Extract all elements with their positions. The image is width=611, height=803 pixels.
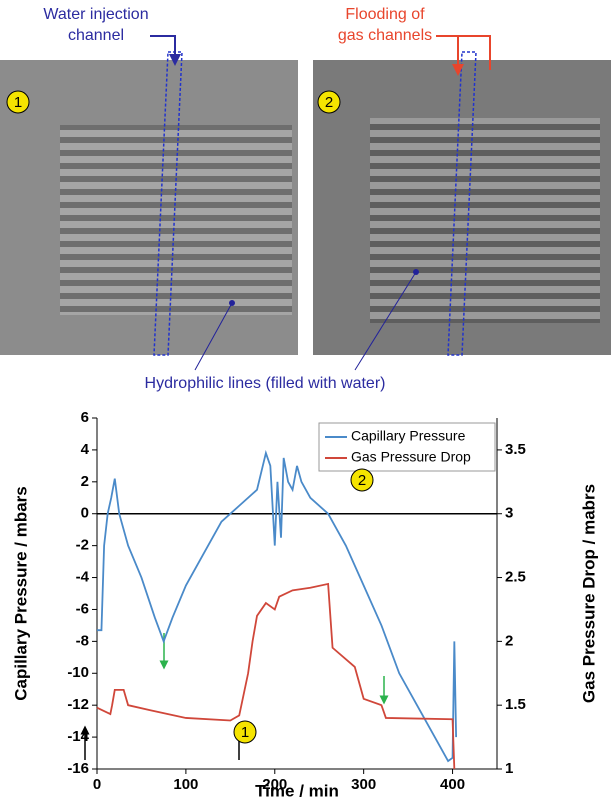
panel-label: 2 — [325, 94, 333, 111]
water-label: Water injection — [43, 6, 148, 23]
y-tick-label: 6 — [81, 409, 89, 426]
y-tick-label: 4 — [81, 441, 90, 458]
data-line — [96, 582, 456, 770]
x-axis-label: Time / min — [255, 781, 339, 800]
y-tick-label: -12 — [67, 696, 89, 713]
y-tick-label: 2 — [81, 473, 89, 490]
y-tick-label: -4 — [76, 569, 90, 586]
annotation: 2 — [358, 472, 366, 489]
y-tick-label: -6 — [76, 600, 89, 617]
y2-tick-label: 2 — [505, 632, 513, 649]
y-tick-label: -14 — [67, 728, 89, 745]
legend-label: Capillary Pressure — [351, 428, 466, 444]
image-panel-1: 1 — [0, 51, 298, 356]
legend-label: Gas Pressure Drop — [351, 449, 471, 465]
y-axis-label: Capillary Pressure / mbars — [11, 486, 30, 701]
data-line — [97, 449, 458, 763]
y-tick-label: -16 — [67, 760, 89, 777]
flooding-label: Flooding of — [345, 6, 425, 23]
y2-tick-label: 2.5 — [505, 569, 526, 586]
x-tick-label: 0 — [93, 776, 101, 793]
y-tick-label: -8 — [76, 632, 89, 649]
hydrophilic-label: Hydrophilic lines (filled with water) — [145, 375, 386, 392]
y-tick-label: 0 — [81, 505, 89, 522]
annotation: 1 — [241, 724, 249, 741]
y-tick-label: -10 — [67, 664, 89, 681]
annotation-circle — [233, 720, 257, 744]
legend-box — [318, 422, 496, 472]
x-tick-label: 300 — [351, 776, 376, 793]
image-panel-2: 2 — [313, 51, 611, 356]
y2-tick-label: 3.5 — [505, 441, 526, 458]
y2-tick-label: 1 — [505, 760, 513, 777]
annotation-circle — [350, 468, 374, 492]
water-label: channel — [68, 27, 124, 44]
y-tick-label: -2 — [76, 537, 89, 554]
x-tick-label: 100 — [173, 776, 198, 793]
panel-label: 1 — [14, 94, 22, 111]
x-tick-label: 400 — [440, 776, 465, 793]
y2-tick-label: 1.5 — [505, 696, 526, 713]
x-tick-label: 200 — [262, 776, 287, 793]
y2-axis-label: Gas Pressure Drop / mabrs — [579, 484, 598, 703]
y2-tick-label: 3 — [505, 505, 513, 522]
flooding-label: gas channels — [338, 27, 432, 44]
event-arrows — [80, 633, 389, 760]
